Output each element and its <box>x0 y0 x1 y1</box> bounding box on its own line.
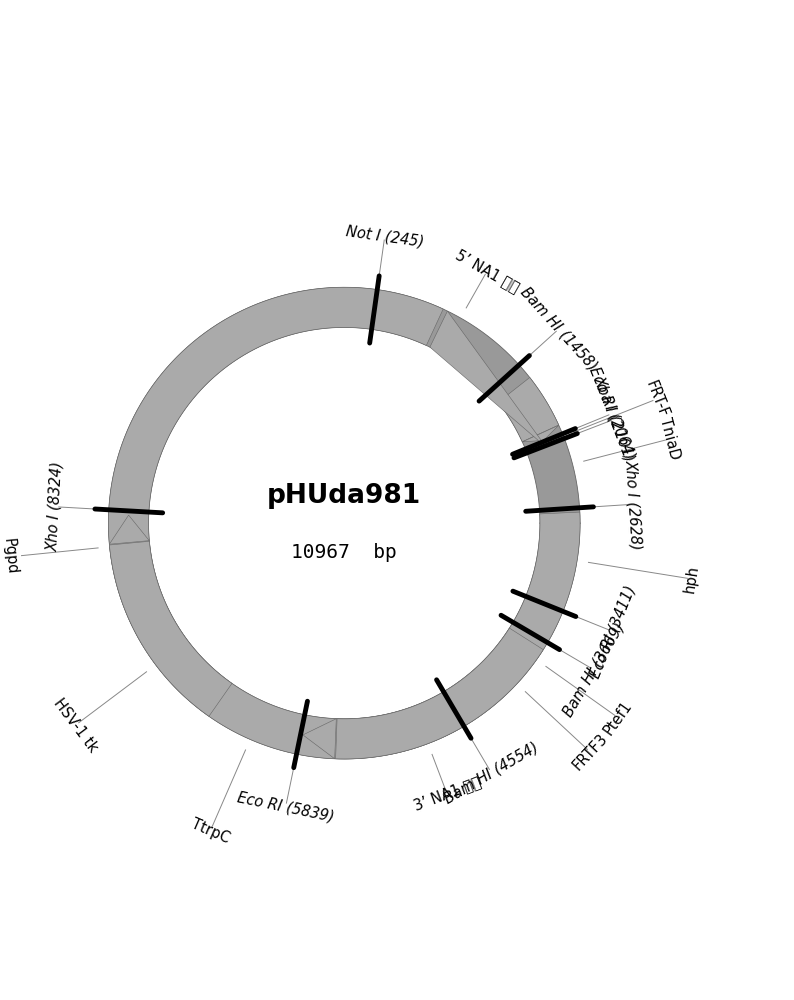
Polygon shape <box>430 311 546 447</box>
Text: Xba I (2101): Xba I (2101) <box>592 374 638 464</box>
Text: HSV-1 tk: HSV-1 tk <box>51 695 101 755</box>
Text: Bam HI (3669): Bam HI (3669) <box>561 620 627 720</box>
Text: Ptef1: Ptef1 <box>601 698 635 738</box>
Text: FRTF3: FRTF3 <box>570 731 611 773</box>
Text: FRT-F: FRT-F <box>642 378 671 420</box>
Text: 5’ NA1 侧翃: 5’ NA1 侧翃 <box>453 247 522 295</box>
Text: 10967  bp: 10967 bp <box>291 543 397 562</box>
Text: hph: hph <box>681 564 701 594</box>
Text: Xho I (8324): Xho I (8324) <box>45 461 65 552</box>
Text: Eco RI (3411): Eco RI (3411) <box>588 583 638 680</box>
Polygon shape <box>110 515 149 544</box>
Polygon shape <box>336 628 543 759</box>
Text: Xho I (2628): Xho I (2628) <box>623 459 644 550</box>
Text: Pgpd: Pgpd <box>1 538 19 576</box>
Text: TniaD: TniaD <box>657 416 682 462</box>
Text: Bam HI (1458): Bam HI (1458) <box>518 284 600 373</box>
Text: 3’ NA1 侧翃: 3’ NA1 侧翃 <box>411 774 483 814</box>
Text: Bam HI (4554): Bam HI (4554) <box>441 739 541 806</box>
Text: pHUda981: pHUda981 <box>267 483 422 509</box>
Polygon shape <box>303 719 337 759</box>
Polygon shape <box>109 287 580 759</box>
Polygon shape <box>109 287 580 759</box>
Text: Not I (245): Not I (245) <box>345 223 425 249</box>
Polygon shape <box>498 377 559 442</box>
Text: Eco RI (2064): Eco RI (2064) <box>587 365 638 462</box>
Polygon shape <box>110 541 232 716</box>
Polygon shape <box>522 425 559 442</box>
Text: Eco RI (5839): Eco RI (5839) <box>236 790 335 824</box>
Text: TtrpC: TtrpC <box>189 816 232 846</box>
